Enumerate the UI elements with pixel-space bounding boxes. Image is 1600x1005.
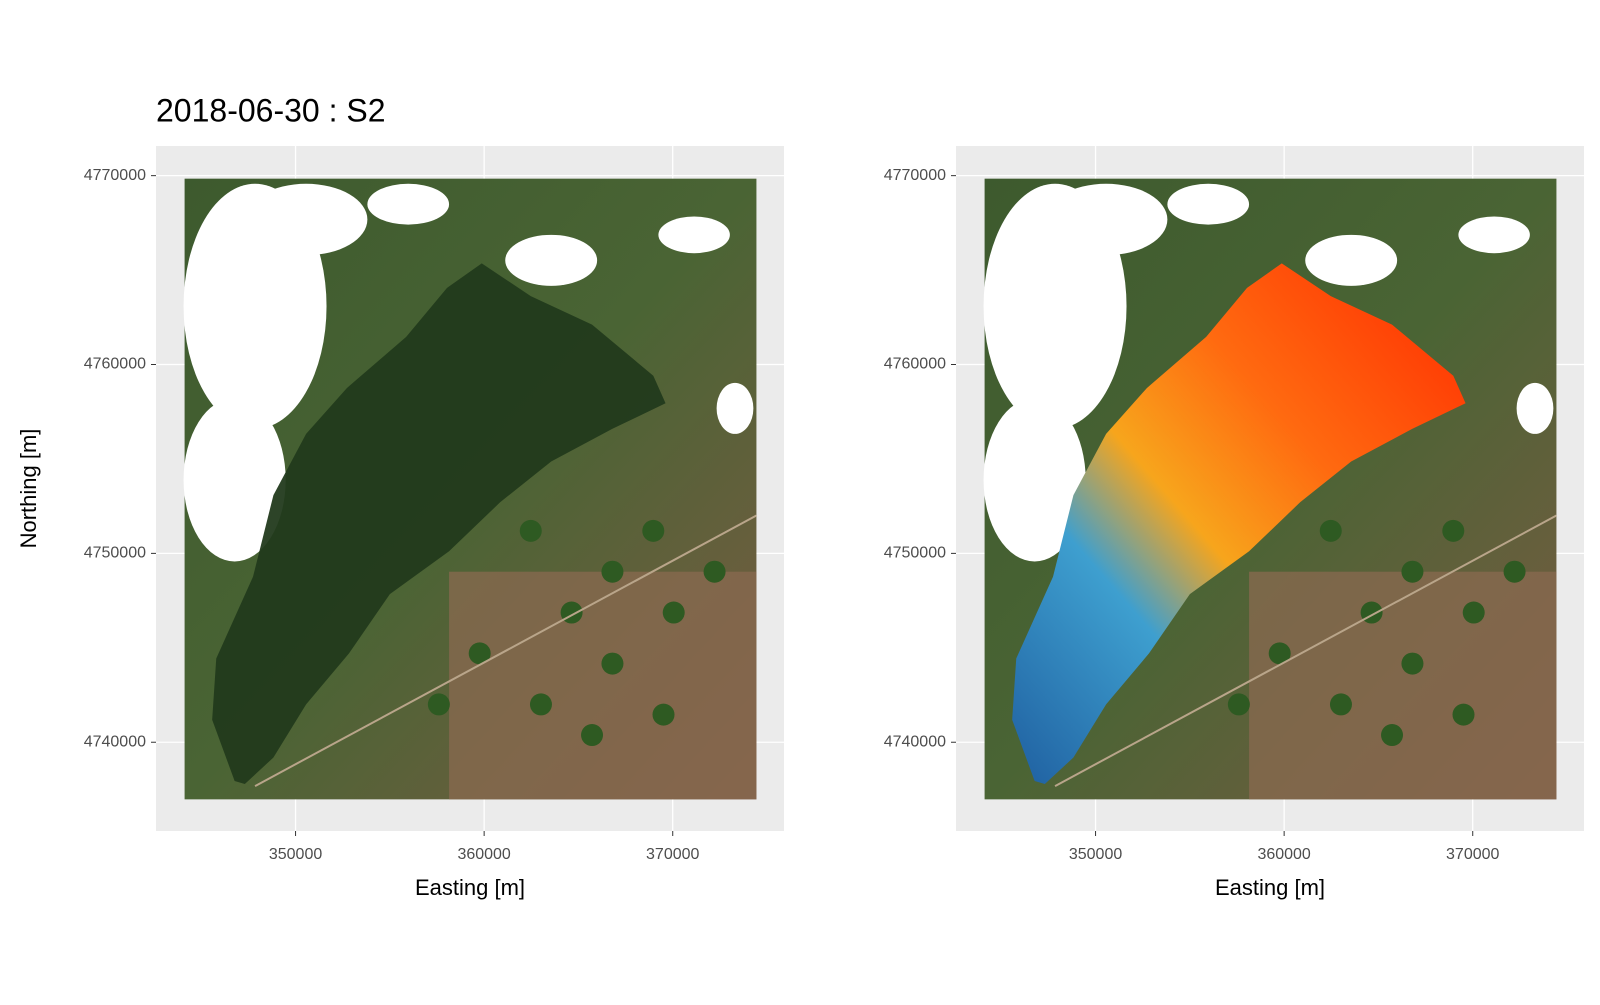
y-tick-label: 4760000 [84,356,146,373]
cloud [1044,183,1168,256]
field [519,519,542,542]
field [1442,519,1465,542]
field [1268,642,1291,665]
field [1329,693,1352,716]
field [662,601,685,624]
field [1452,703,1475,726]
chart-title: 2018-06-30 : S2 [156,92,386,128]
x-axis-title: Easting [m] [1215,875,1325,900]
highway [254,514,757,787]
field [1401,652,1424,675]
lake [1012,263,1466,785]
desert [1249,571,1557,800]
cloud [367,183,450,225]
cloud [1305,234,1398,286]
field [1227,693,1250,716]
cloud [658,216,730,254]
x-tick-label: 350000 [1069,846,1122,863]
satellite-image [983,178,1557,800]
field [1401,560,1424,583]
x-tick-label: 370000 [1446,846,1499,863]
field [703,560,726,583]
x-axis-title: Easting [m] [415,875,525,900]
y-tick-label: 4740000 [84,733,146,750]
desert [449,571,757,800]
field [427,693,450,716]
field [642,519,665,542]
y-tick-label: 4770000 [884,167,946,184]
y-tick-label: 4760000 [884,356,946,373]
field [601,560,624,583]
satellite-image [183,178,757,800]
y-tick-label: 4770000 [84,167,146,184]
cloud [1458,216,1530,254]
cloud [716,382,754,434]
field [652,703,675,726]
y-tick-label: 4740000 [884,733,946,750]
y-tick-label: 4750000 [84,545,146,562]
field [468,642,491,665]
field [601,652,624,675]
cloud [1167,183,1250,225]
field [1503,560,1526,583]
x-tick-label: 360000 [1257,846,1310,863]
x-tick-label: 360000 [457,846,510,863]
cloud [183,398,286,562]
cloud [505,234,598,286]
cloud [983,398,1086,562]
field [1319,519,1342,542]
x-tick-label: 350000 [269,846,322,863]
highway [1054,514,1557,787]
field [581,724,604,747]
x-tick-label: 370000 [646,846,699,863]
y-tick-label: 4750000 [884,545,946,562]
field [529,693,552,716]
field [1381,724,1404,747]
cloud [1516,382,1554,434]
lake [212,263,666,785]
cloud [244,183,368,256]
y-axis-title: Northing [m] [16,429,41,549]
field [1462,601,1485,624]
